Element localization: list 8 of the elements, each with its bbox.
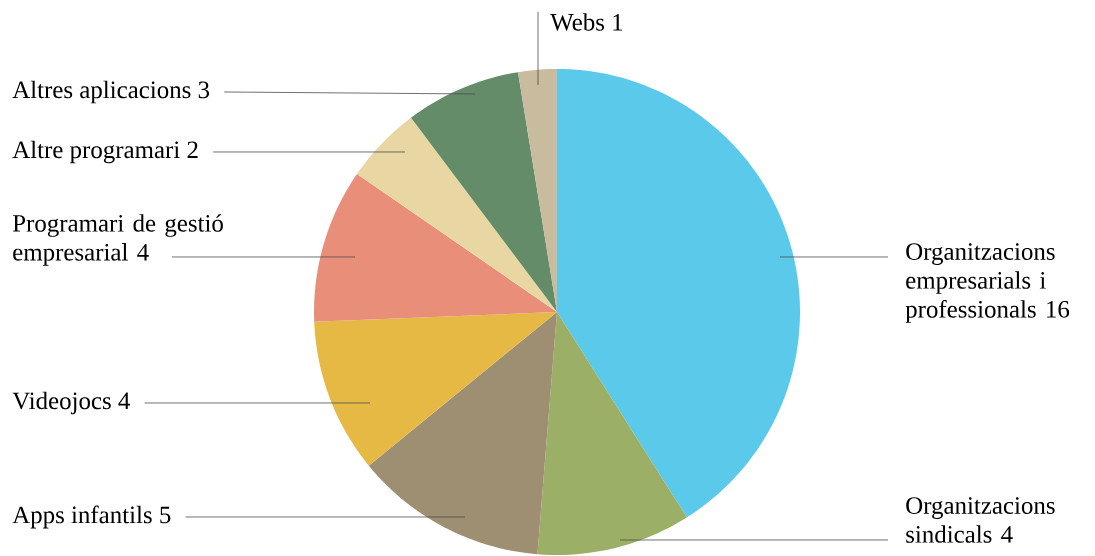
slice-label: Videojocs 4 <box>12 391 130 415</box>
slice-label: Apps infantils 5 <box>12 505 171 529</box>
slice-label: Organitzacions empresarials i professionals 16 <box>905 243 1070 323</box>
slice-label: Altre programari 2 <box>12 140 198 164</box>
slice-label: Altres aplicacions 3 <box>12 80 210 104</box>
slice-label: Webs 1 <box>550 13 623 31</box>
slice-label: Programari de gestió empresarial 4 <box>12 214 223 266</box>
slice-label: Organitzacions sindicals 4 <box>906 497 1055 543</box>
